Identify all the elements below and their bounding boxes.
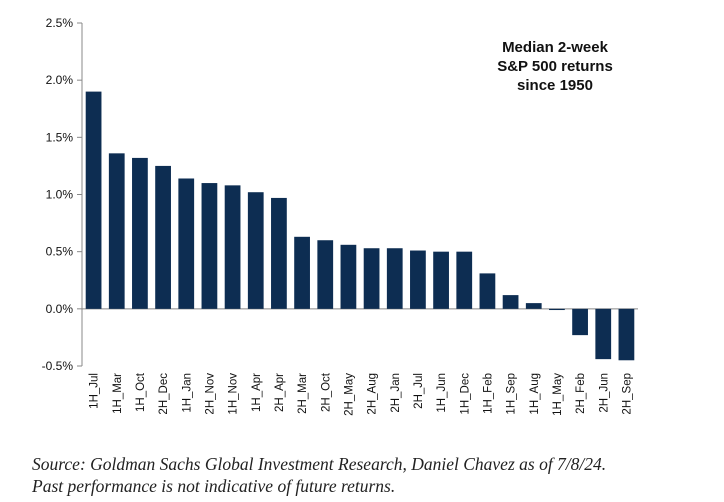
x-tick-label: 2H_Aug bbox=[367, 373, 379, 415]
bar-2H_Sep bbox=[618, 308, 635, 361]
bar-2H_Apr bbox=[271, 197, 287, 309]
x-tick-label: 1H_Oct bbox=[135, 372, 147, 412]
bar-1H_Feb bbox=[479, 273, 496, 309]
bar-1H_Nov bbox=[224, 185, 241, 309]
bar-2H_Nov bbox=[201, 183, 218, 309]
bar-chart: -0.5% 0.0% 0.5% 1.0% 1.5% 2.0% 2.5% 1H_Jul 1H_M… bbox=[42, 16, 638, 416]
bar-2H_Jul bbox=[410, 250, 426, 309]
x-axis-labels: 1H_Jul 1H_Mar 1H_Oct 2H_Dec 1H_Jan 2H_Nov 1H_N… bbox=[89, 372, 634, 416]
y-axis: -0.5% 0.0% 0.5% 1.0% 1.5% 2.0% 2.5% bbox=[42, 16, 638, 373]
source-line-2: Past performance is not indicative of fu… bbox=[32, 476, 396, 496]
bars bbox=[85, 91, 635, 361]
x-tick-label: 2H_Mar bbox=[297, 373, 309, 414]
x-tick-label: 1H_Mar bbox=[112, 373, 124, 414]
bar-1H_Apr bbox=[247, 192, 264, 309]
x-tick-label: 1H_Jan bbox=[181, 373, 193, 413]
bar-2H_Oct bbox=[317, 240, 334, 309]
bar-1H_Mar bbox=[108, 153, 125, 309]
x-tick-label: 2H_Jan bbox=[390, 373, 402, 413]
bar-2H_Jan bbox=[386, 248, 403, 309]
bar-2H_May bbox=[340, 244, 357, 309]
bar-1H_Aug bbox=[525, 303, 542, 309]
y-tick-label: 0.0% bbox=[46, 302, 74, 316]
x-tick-label: 2H_Jul bbox=[413, 373, 425, 409]
chart-title-line-1: Median 2-week bbox=[502, 39, 608, 56]
x-tick-label: 1H_May bbox=[552, 373, 564, 416]
x-tick-label: 1H_Nov bbox=[228, 373, 240, 415]
bar-1H_Jun bbox=[433, 251, 449, 309]
source-line-1: Source: Goldman Sachs Global Investment … bbox=[32, 454, 607, 474]
x-tick-label: 1H_Aug bbox=[529, 373, 541, 415]
x-tick-label: 1H_Apr bbox=[251, 373, 263, 412]
bar-1H_May bbox=[549, 308, 565, 311]
bar-1H_Jul bbox=[85, 91, 102, 309]
bar-2H_Mar bbox=[294, 236, 310, 309]
y-tick-label: 1.0% bbox=[46, 188, 74, 202]
x-tick-label: 1H_Jul bbox=[89, 373, 101, 409]
bar-1H_Dec bbox=[456, 251, 473, 309]
bar-2H_Feb bbox=[572, 308, 588, 336]
bar-2H_Aug bbox=[363, 248, 380, 309]
chart-title-line-2: S&P 500 returns bbox=[497, 58, 613, 75]
x-tick-label: 1H_Jun bbox=[436, 373, 448, 413]
bar-2H_Dec bbox=[155, 165, 171, 309]
y-tick-label: -0.5% bbox=[42, 359, 74, 373]
bar-2H_Jun bbox=[595, 308, 612, 360]
x-tick-label: 1H_Sep bbox=[506, 373, 518, 415]
chart-title: Median 2-week S&P 500 returns since 1950 bbox=[455, 38, 655, 95]
y-tick-label: 1.5% bbox=[46, 130, 74, 144]
bar-1H_Jan bbox=[178, 178, 195, 309]
y-tick-label: 2.5% bbox=[46, 16, 74, 30]
bar-1H_Oct bbox=[132, 157, 148, 309]
chart-title-line-3: since 1950 bbox=[517, 77, 593, 94]
source-note: Source: Goldman Sachs Global Investment … bbox=[32, 453, 722, 497]
x-tick-label: 2H_Feb bbox=[575, 373, 587, 414]
y-tick-label: 0.5% bbox=[46, 245, 74, 259]
y-tick-label: 2.0% bbox=[46, 73, 74, 87]
x-tick-label: 2H_Apr bbox=[274, 373, 286, 412]
x-tick-label: 1H_Dec bbox=[459, 373, 471, 415]
x-tick-label: 2H_Oct bbox=[320, 372, 332, 412]
chart: -0.5% 0.0% 0.5% 1.0% 1.5% 2.0% 2.5% 1H_Jul 1H_M… bbox=[42, 16, 655, 416]
x-tick-label: 1H_Feb bbox=[482, 373, 494, 414]
x-tick-label: 2H_Dec bbox=[158, 373, 170, 415]
x-tick-label: 2H_Jun bbox=[598, 373, 610, 413]
bar-1H_Sep bbox=[502, 295, 519, 309]
x-tick-label: 2H_Nov bbox=[204, 373, 216, 415]
x-tick-label: 2H_Sep bbox=[621, 373, 633, 415]
x-tick-label: 2H_May bbox=[343, 373, 355, 416]
